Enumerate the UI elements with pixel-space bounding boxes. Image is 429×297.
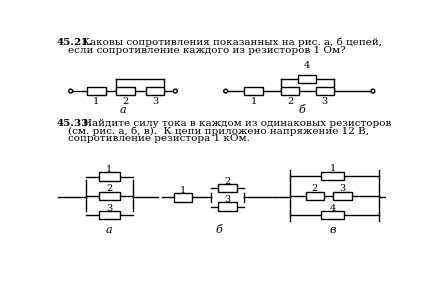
Text: Каковы сопротивления показанных на рис. а, б цепей,: Каковы сопротивления показанных на рис. … xyxy=(82,38,381,48)
Text: 4: 4 xyxy=(304,61,310,70)
Bar xyxy=(174,193,192,202)
Bar xyxy=(99,211,120,219)
Text: Найдите силу тока в каждом из одинаковых резисторов: Найдите силу тока в каждом из одинаковых… xyxy=(83,119,391,128)
Text: 2: 2 xyxy=(224,177,230,186)
Bar xyxy=(99,192,120,200)
Bar xyxy=(316,87,334,95)
Bar xyxy=(281,87,299,95)
Text: 4: 4 xyxy=(329,204,336,213)
Text: 1: 1 xyxy=(329,164,336,173)
Bar xyxy=(146,87,164,95)
Bar xyxy=(218,184,236,192)
Text: б: б xyxy=(215,225,222,236)
Text: а: а xyxy=(106,225,113,236)
Text: в: в xyxy=(329,225,336,236)
Text: 3: 3 xyxy=(152,97,158,106)
Text: 1: 1 xyxy=(93,97,100,106)
Text: 3: 3 xyxy=(322,97,328,106)
Bar xyxy=(87,87,106,95)
Bar xyxy=(298,75,316,83)
Text: 3: 3 xyxy=(106,204,112,213)
Text: сопротивление резистора 1 кОм.: сопротивление резистора 1 кОм. xyxy=(68,134,249,143)
Bar xyxy=(333,192,352,200)
Bar xyxy=(321,172,344,180)
Bar xyxy=(244,87,263,95)
Text: 3: 3 xyxy=(224,195,230,204)
Bar xyxy=(218,202,236,211)
Text: 45.21.: 45.21. xyxy=(57,38,93,47)
Text: 1: 1 xyxy=(180,186,186,195)
Text: 3: 3 xyxy=(340,184,346,193)
Text: 1: 1 xyxy=(251,97,257,106)
Bar xyxy=(99,172,120,181)
Text: (см. рис. а, б, в).  К цепи приложено напряжение 12 В,: (см. рис. а, б, в). К цепи приложено нап… xyxy=(68,127,369,136)
Text: б: б xyxy=(298,105,305,115)
Bar xyxy=(305,192,324,200)
Text: 1: 1 xyxy=(106,165,112,174)
Text: 2: 2 xyxy=(106,184,112,193)
Text: а: а xyxy=(120,105,127,115)
Bar xyxy=(321,211,344,219)
Text: 2: 2 xyxy=(287,97,293,106)
Text: 2: 2 xyxy=(312,184,318,193)
Text: 45.33.: 45.33. xyxy=(57,119,93,128)
Text: 2: 2 xyxy=(123,97,129,106)
Bar xyxy=(116,87,135,95)
Text: если сопротивление каждого из резисторов 1 Ом?: если сопротивление каждого из резисторов… xyxy=(68,46,345,55)
